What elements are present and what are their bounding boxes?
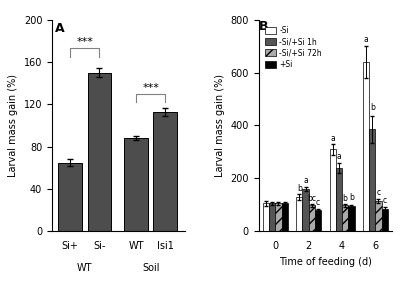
Y-axis label: Larval mass gain (%): Larval mass gain (%) xyxy=(8,74,18,177)
Bar xyxy=(342,205,348,231)
Bar xyxy=(363,62,369,231)
Bar xyxy=(348,206,354,231)
Text: a: a xyxy=(336,152,341,161)
Bar xyxy=(315,210,321,231)
Y-axis label: Larval mass gain (%): Larval mass gain (%) xyxy=(215,74,225,177)
Text: WT: WT xyxy=(77,263,93,273)
Bar xyxy=(58,162,82,231)
Text: B: B xyxy=(259,20,269,33)
Bar xyxy=(375,201,382,231)
Bar xyxy=(275,204,282,231)
Text: b: b xyxy=(343,194,348,203)
Text: b: b xyxy=(370,103,375,112)
Bar xyxy=(124,138,148,231)
Bar xyxy=(382,209,388,231)
Text: b: b xyxy=(349,193,354,202)
Text: a: a xyxy=(364,34,368,43)
Text: c: c xyxy=(383,196,387,205)
Text: Soil: Soil xyxy=(142,263,159,273)
Bar xyxy=(330,149,336,231)
Text: a: a xyxy=(330,134,335,143)
Bar xyxy=(263,204,269,231)
Bar xyxy=(269,204,275,231)
Text: b: b xyxy=(297,184,302,193)
Bar xyxy=(336,168,342,231)
Bar xyxy=(309,205,315,231)
Text: ***: *** xyxy=(76,37,93,47)
Text: c: c xyxy=(316,198,320,207)
Legend: -Si, -Si/+Si 1h, -Si/+Si 72h, +Si: -Si, -Si/+Si 1h, -Si/+Si 72h, +Si xyxy=(262,24,324,71)
Bar xyxy=(369,129,375,231)
Bar xyxy=(296,197,302,231)
Bar xyxy=(88,73,111,231)
Text: ***: *** xyxy=(142,83,159,93)
Bar xyxy=(282,204,288,231)
X-axis label: Time of feeding (d): Time of feeding (d) xyxy=(279,257,372,266)
Text: A: A xyxy=(55,22,64,35)
Text: a: a xyxy=(303,176,308,185)
Text: bc: bc xyxy=(307,194,316,203)
Bar xyxy=(153,112,177,231)
Text: c: c xyxy=(376,188,380,197)
Bar xyxy=(302,189,309,231)
